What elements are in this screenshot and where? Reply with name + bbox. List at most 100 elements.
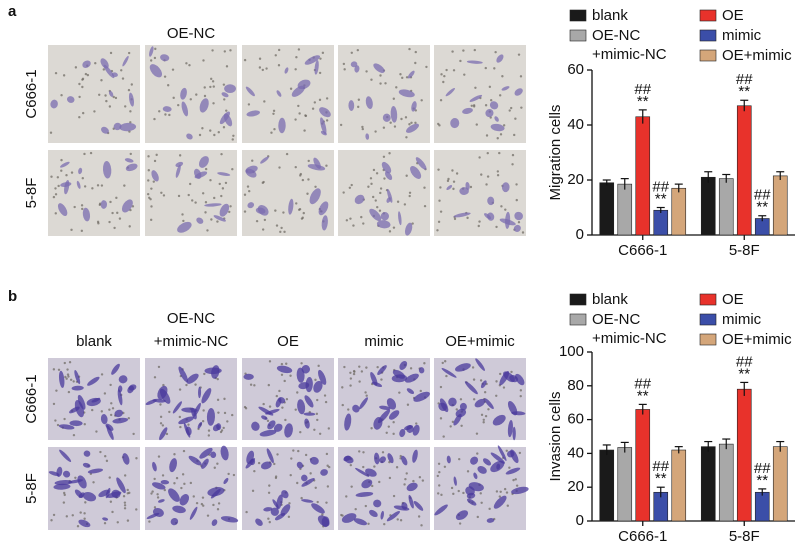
cell	[453, 413, 462, 426]
cell	[515, 373, 525, 386]
pore	[357, 105, 360, 109]
cell	[493, 495, 507, 509]
pore	[108, 105, 112, 108]
pore	[251, 159, 254, 162]
pore	[495, 380, 498, 383]
pore	[275, 394, 279, 398]
pore	[102, 68, 106, 71]
pore	[182, 449, 186, 453]
error-bar	[656, 486, 665, 498]
y-tick-label: 40	[567, 444, 584, 461]
cell	[487, 196, 495, 206]
pore	[358, 365, 361, 368]
pore	[229, 205, 232, 208]
pore	[268, 360, 272, 363]
pore	[105, 99, 108, 103]
cell	[401, 455, 408, 466]
pore	[178, 415, 182, 419]
pore	[289, 87, 293, 90]
pore	[232, 473, 236, 477]
pore	[228, 210, 231, 214]
pore	[498, 372, 502, 376]
cell	[501, 182, 510, 193]
bar	[718, 443, 734, 522]
pore	[188, 182, 192, 186]
pore	[365, 394, 368, 397]
pore	[149, 59, 153, 62]
pore	[357, 98, 361, 101]
pore	[399, 73, 402, 76]
pore	[326, 485, 330, 488]
significance-label: **	[756, 199, 768, 216]
pore	[81, 78, 84, 81]
bar	[700, 446, 716, 522]
pore	[494, 50, 497, 54]
cell	[398, 89, 415, 98]
error-bar	[776, 440, 785, 452]
pore	[396, 518, 399, 521]
pore	[505, 491, 509, 494]
cell	[82, 60, 91, 68]
significance-label: **	[655, 190, 667, 207]
pore	[371, 195, 375, 199]
pore	[54, 419, 57, 422]
cell	[221, 92, 229, 98]
pore	[66, 373, 70, 376]
micrograph	[434, 150, 526, 236]
pore	[128, 491, 131, 495]
pore	[55, 389, 58, 392]
pore	[341, 386, 344, 389]
pore	[408, 123, 411, 126]
cell	[446, 455, 451, 464]
pore	[405, 174, 408, 177]
pore	[146, 192, 150, 196]
pore	[49, 131, 53, 134]
cell	[272, 499, 279, 509]
pore	[395, 466, 399, 469]
legend-label: OE-NC +mimic-NC	[592, 311, 667, 347]
pore	[411, 222, 414, 225]
cell	[152, 482, 166, 490]
pore	[314, 486, 317, 489]
pore	[63, 491, 66, 495]
cell	[318, 201, 329, 216]
cell	[453, 476, 457, 486]
cell	[198, 156, 209, 168]
pore	[325, 452, 329, 456]
pore	[307, 159, 310, 163]
pore	[399, 519, 403, 522]
pore	[277, 64, 281, 67]
cell	[186, 133, 193, 140]
pore	[389, 121, 392, 124]
pore	[201, 420, 205, 423]
pore	[479, 492, 482, 495]
cell	[113, 122, 122, 131]
pore	[470, 104, 473, 107]
error-bar	[722, 438, 731, 450]
cell	[298, 382, 310, 390]
cell	[507, 419, 513, 438]
pore	[114, 96, 118, 100]
pore	[158, 110, 161, 113]
pore	[108, 476, 111, 479]
pore	[91, 408, 94, 412]
pore	[306, 192, 309, 195]
cell	[196, 217, 204, 224]
text-line: OE-NC	[167, 310, 216, 327]
pore	[62, 501, 66, 504]
cell	[511, 486, 529, 495]
y-tick-label: 80	[567, 377, 584, 394]
cell	[459, 187, 469, 195]
cell	[101, 126, 109, 134]
pore	[503, 487, 507, 491]
pore	[135, 508, 138, 511]
pore	[364, 391, 367, 394]
pore	[261, 68, 265, 72]
error-bar	[704, 440, 713, 452]
micrograph	[48, 358, 140, 440]
cell	[194, 168, 202, 180]
pore	[150, 187, 153, 190]
cell	[102, 160, 112, 179]
pore	[476, 515, 479, 519]
column-label: OE+mimic	[445, 333, 515, 350]
